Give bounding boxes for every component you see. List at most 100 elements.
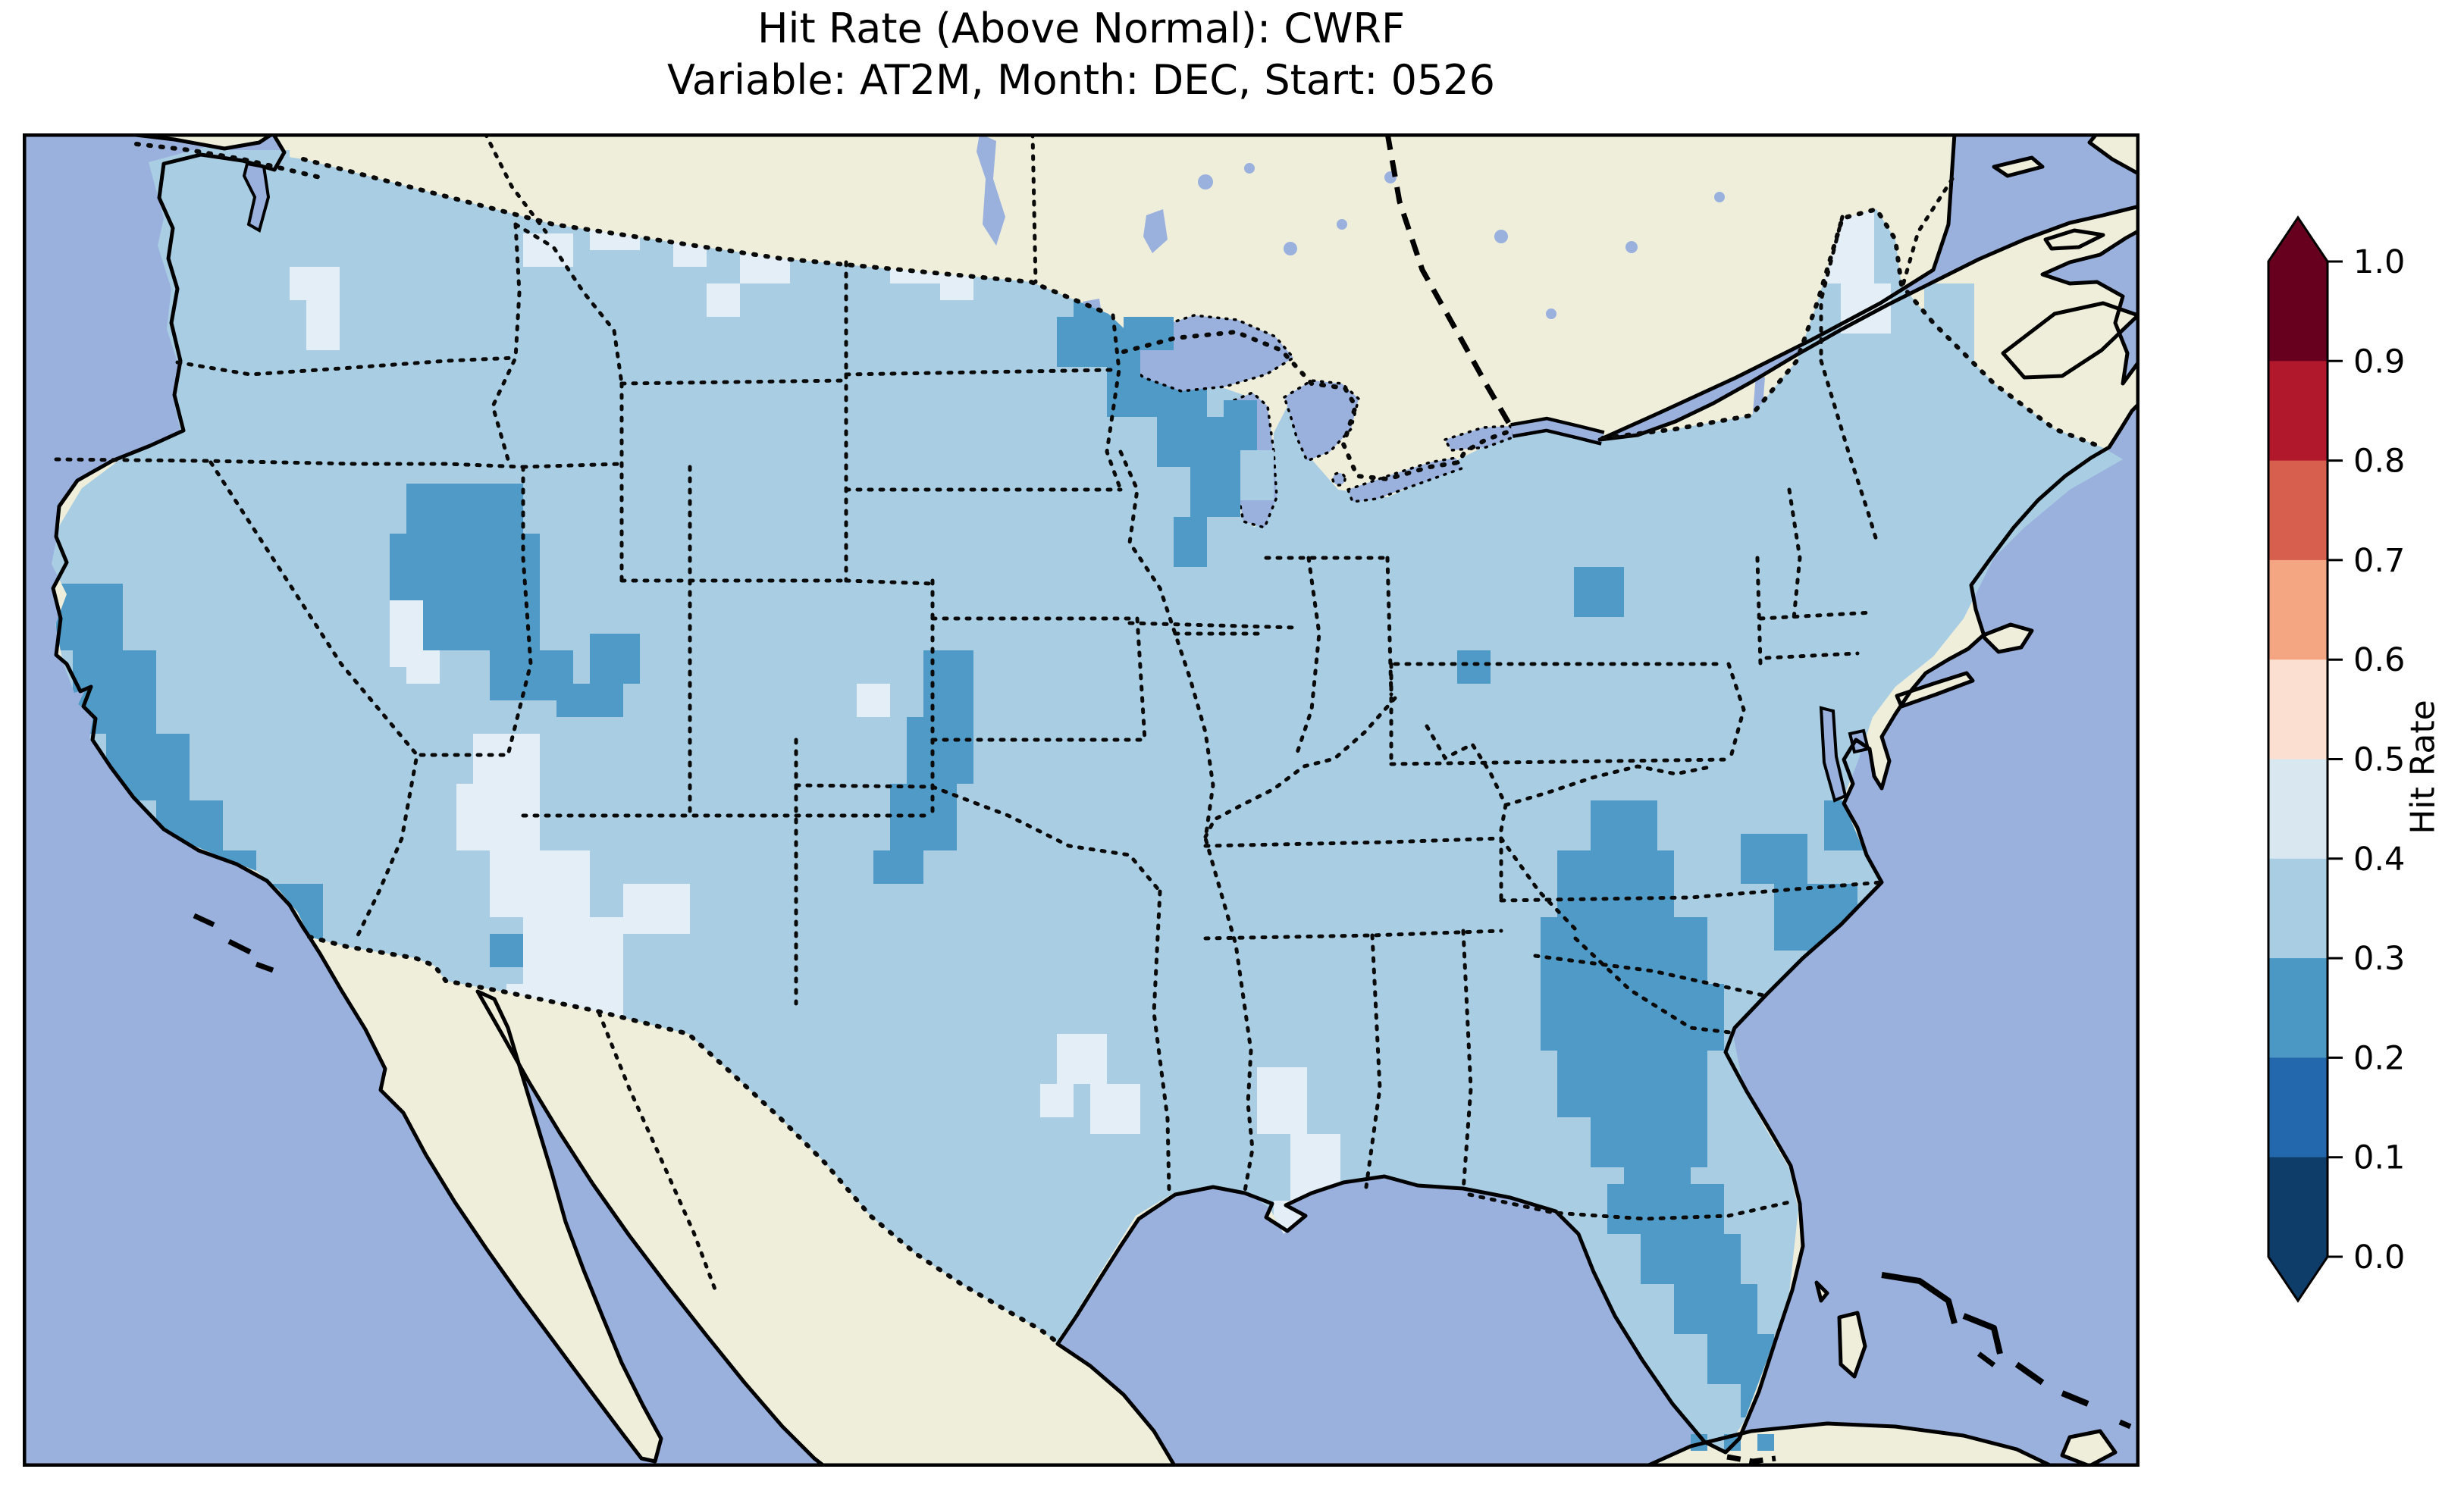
colorbar-segments <box>2268 262 2328 1258</box>
va-nc-border <box>1499 880 1884 903</box>
ga-fl-border <box>1467 1192 1792 1221</box>
us-canada-border-lakes <box>1121 329 1514 482</box>
hit-rate-cells-nebraska <box>857 684 890 717</box>
small-lake <box>1337 219 1347 230</box>
bc-ab-border <box>483 133 548 234</box>
hit-rate-cells-lake-michigan-east <box>1240 450 1274 500</box>
colorbar-tick-label: 0.4 <box>2353 841 2405 879</box>
hit-rate-cells-west-lake-superior <box>1107 350 1140 384</box>
hit-rate-cells-four-corners-new-mexico <box>523 917 623 984</box>
colorbar-tick-label: 0.1 <box>2353 1139 2405 1177</box>
or-ca-nv-border <box>54 457 525 469</box>
colorbar-segment-0.7-0.8 <box>2268 460 2328 561</box>
nv-ut-border <box>415 465 533 757</box>
map-frame <box>23 133 2140 1467</box>
hit-rate-cells-oregon-coast-range <box>406 650 440 684</box>
colorbar-segment-0.5-0.6 <box>2268 659 2328 760</box>
colorbar-arrow-below <box>2268 1257 2328 1301</box>
colorbar-tick-label: 0.6 <box>2353 641 2405 679</box>
sk-mb-border <box>1030 133 1038 284</box>
colorbar-tick-label: 0.8 <box>2353 443 2405 481</box>
potomac-md-border <box>1503 764 1716 807</box>
state-province-borders <box>54 133 1955 1295</box>
colorbar-ticks: 1.0 0.9 0.8 0.7 0.6 0.5 0.4 0.3 0.2 0.1 0.0 <box>2328 243 2405 1276</box>
colorbar-axis-label: Hit Rate <box>2403 700 2443 835</box>
lake-nipigon <box>1143 209 1168 253</box>
hit-rate-cells-california-coast <box>56 584 123 650</box>
ohio-river-border <box>1203 696 1397 839</box>
florida-keys-line <box>1726 1454 1776 1464</box>
wv-border-squiggle <box>1425 724 1508 841</box>
hit-rate-cells-central-kansas <box>907 717 973 784</box>
puget-sound-water <box>242 161 271 233</box>
hit-rate-cells-southeast-georgia-carolinas <box>1557 850 1674 917</box>
vt-nh-border <box>1787 487 1802 621</box>
us-mexico-border <box>307 935 1060 1345</box>
small-lake <box>1546 309 1556 319</box>
mt-wy-border <box>619 378 848 386</box>
ma-ct-ri-border <box>1764 651 1860 660</box>
colorbar-segment-0.3-0.4 <box>2268 858 2328 959</box>
colorbar-tick-label: 0.5 <box>2353 741 2405 779</box>
me-west-border <box>1819 215 1845 363</box>
figure-title: Hit Rate (Above Normal): CWRF Variable: … <box>23 3 2140 106</box>
hit-rate-cells-northern-nevada <box>390 534 540 600</box>
st-lawrence-river <box>1510 416 1605 446</box>
colorbar-segment-0.9-1.0 <box>2268 262 2328 362</box>
nj-border <box>1726 662 1746 762</box>
hit-rate-cells-southern-arizona <box>490 934 523 967</box>
hit-rate-cells-four-corners-new-mexico <box>473 734 540 784</box>
lake-winnipeg <box>977 133 1005 246</box>
colorbar-arrow-above <box>2268 218 2328 262</box>
ut-top-border <box>521 462 624 469</box>
channel-islands <box>193 913 215 928</box>
hit-rate-cells-southeast-georgia-carolinas <box>1591 1117 1707 1167</box>
ia-mo-border <box>1127 621 1299 630</box>
colorbar: 1.0 0.9 0.8 0.7 0.6 0.5 0.4 0.3 0.2 0.1 0.0 <box>2267 215 2405 1303</box>
international-borders <box>134 142 2106 1345</box>
ks-mo-border <box>1135 616 1147 742</box>
ma-north-border <box>1758 610 1875 621</box>
hit-rate-cells-arkansas <box>1040 1084 1074 1117</box>
colorbar-tick-label: 0.7 <box>2353 542 2405 580</box>
lake-ontario <box>1443 424 1517 452</box>
hit-rate-cells-arkansas <box>1090 1084 1140 1134</box>
hit-rate-cells-four-corners-new-mexico <box>490 850 590 917</box>
hit-rate-cells-florida-keys <box>1757 1434 1774 1451</box>
hit-rate-cells-southeast-georgia-carolinas <box>1541 917 1707 984</box>
hit-rate-cells-southeast-georgia-carolinas <box>1541 984 1724 1051</box>
lake-st-clair <box>1331 471 1346 487</box>
hit-rate-cells-west-lake-michigan <box>1224 400 1257 450</box>
hit-rate-cells-northern-nevada <box>406 484 523 534</box>
small-lake <box>1198 174 1213 189</box>
mississippi-river-borders <box>1118 449 1255 1193</box>
lake-erie <box>1346 456 1464 503</box>
colorbar-segment-0.0-0.1 <box>2268 1157 2328 1258</box>
colorbar-segment-0.6-0.7 <box>2268 559 2328 660</box>
hit-rate-cells-wisconsin-shore <box>1174 517 1207 567</box>
hit-rate-cells-montana-idaho <box>707 283 740 317</box>
bahamas-exuma <box>1977 1351 1996 1367</box>
hit-rate-cells-interior-washington <box>306 300 340 350</box>
colorbar-tick-label: 0.3 <box>2353 940 2405 978</box>
colorbar-tick-label: 1.0 <box>2353 243 2405 281</box>
small-lake <box>1284 242 1297 255</box>
mn-dakotas-border <box>1105 313 1123 492</box>
hit-rate-cells-central-pennsylvania <box>1574 567 1624 617</box>
hit-rate-cells-mississippi-alabama <box>1257 1067 1307 1134</box>
hit-rate-cells-southeast-georgia-carolinas <box>1557 1051 1707 1117</box>
hit-rate-cells-florida-peninsula <box>1674 1284 1757 1334</box>
bahamas-abaco <box>1881 1272 1958 1325</box>
small-lake <box>1714 192 1725 202</box>
hit-rate-cells-northern-nevada <box>590 634 640 684</box>
nc-sc-border <box>1533 954 1769 998</box>
nd-sd-border <box>844 368 1115 377</box>
wa-or-border <box>175 355 518 377</box>
hit-rate-cells-west-virginia <box>1457 650 1491 684</box>
colorbar-tick-label: 0.9 <box>2353 343 2405 381</box>
colorbar-segment-0.2-0.3 <box>2268 958 2328 1058</box>
sonora-chihuahua-border <box>597 1010 719 1295</box>
bahamas-eleuthera <box>1962 1313 2003 1355</box>
ms-al-border <box>1364 933 1382 1189</box>
